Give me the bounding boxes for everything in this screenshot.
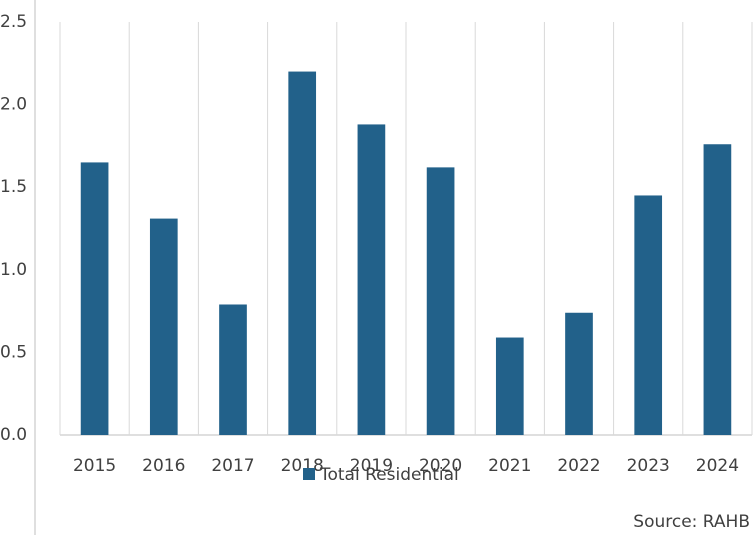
source-note: Source: RAHB — [633, 512, 750, 532]
bar — [80, 162, 109, 436]
y-tick-label: 0.0 — [0, 425, 27, 445]
x-tick-label: 2022 — [557, 456, 600, 476]
bar — [703, 144, 732, 436]
y-tick-label: 2.5 — [0, 12, 27, 32]
bar — [565, 312, 593, 435]
bar — [219, 304, 247, 435]
y-tick-label: 1.5 — [0, 177, 27, 197]
x-tick-label: 2019 — [350, 456, 393, 476]
x-tick-label: 2016 — [142, 456, 185, 476]
bar — [426, 167, 455, 435]
bar — [357, 124, 386, 435]
legend-swatch — [303, 468, 315, 480]
x-tick-label: 2015 — [73, 456, 116, 476]
legend-label: Total Residential — [319, 465, 459, 485]
x-tick-label: 2021 — [488, 456, 531, 476]
x-tick-label: 2023 — [627, 456, 670, 476]
x-tick-label: 2017 — [211, 456, 254, 476]
bar — [634, 195, 663, 435]
x-tick-label: 2024 — [696, 456, 739, 476]
bar — [149, 218, 178, 435]
y-tick-label: 0.5 — [0, 342, 27, 362]
bar — [495, 337, 524, 435]
x-tick-label: 2018 — [281, 456, 324, 476]
y-tick-label: 2.0 — [0, 95, 27, 115]
x-tick-label: 2020 — [419, 456, 462, 476]
y-tick-label: 1.0 — [0, 260, 27, 280]
bar — [288, 71, 317, 435]
